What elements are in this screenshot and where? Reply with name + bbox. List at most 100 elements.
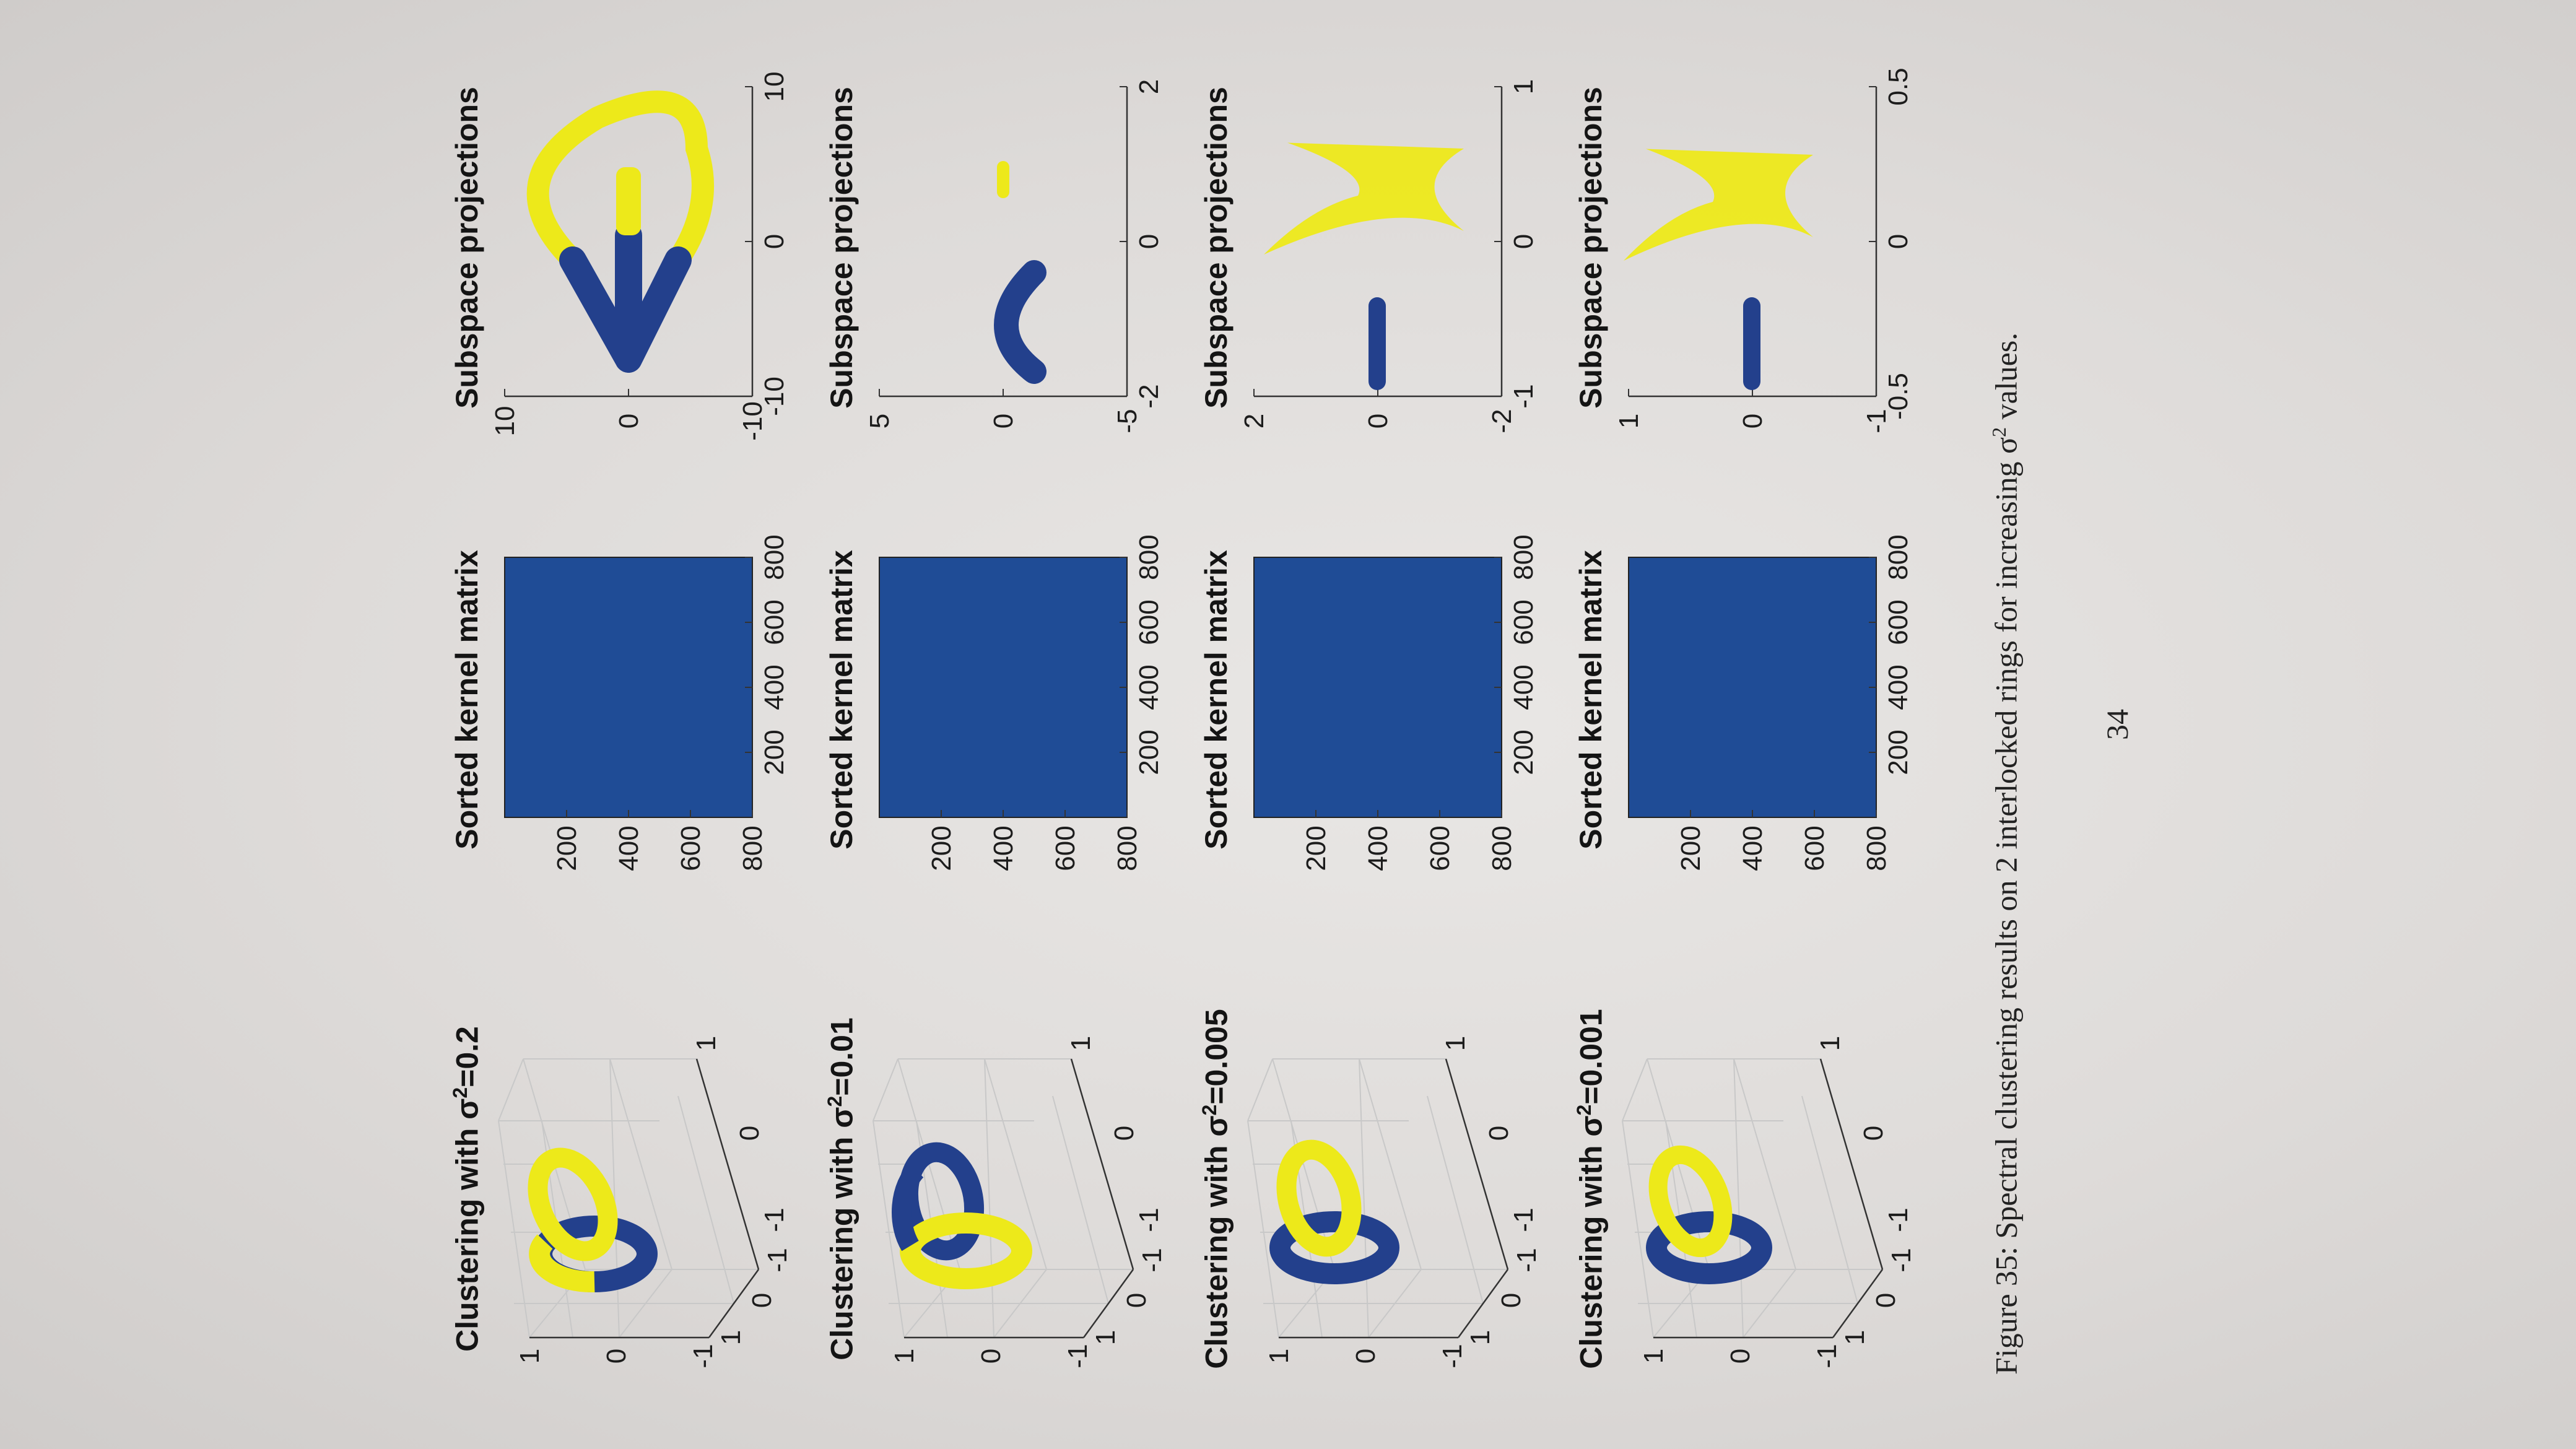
kernel-x-tick-label: 800 xyxy=(759,534,790,580)
projection-panel: Subspace projections -10 0 10 -10 0 10 xyxy=(449,25,796,471)
cluster-panel: Clustering with σ2=0.001 -1 0 1 1 0 -1 -1 0 1 xyxy=(1573,972,1920,1406)
kernel-panel: Sorted kernel matrix 200 200 400 400 600 600 80… xyxy=(449,483,796,916)
proj-y-tick-label: 0 xyxy=(614,414,644,429)
x-tick-label: -1 xyxy=(762,1248,793,1272)
kernel-matrix-image xyxy=(1628,557,1877,818)
yellow-cluster xyxy=(1264,142,1464,255)
proj-y-tick-label: -5 xyxy=(1112,409,1142,433)
grid-line xyxy=(677,1095,734,1304)
projection-title: Subspace projections xyxy=(1573,87,1608,409)
kernel-title: Sorted kernel matrix xyxy=(1573,550,1608,850)
kernel-x-tick-label: 800 xyxy=(1508,534,1539,580)
x-tick-label: 0 xyxy=(1121,1293,1152,1308)
grid-line xyxy=(1427,1095,1484,1304)
z-tick-label: -1 xyxy=(1437,1344,1468,1368)
proj-x-tick-label: 0.5 xyxy=(1883,67,1913,105)
yellow-cluster-core xyxy=(616,167,641,235)
kernel-y-tick-label: 200 xyxy=(552,825,582,871)
proj-y-tick-label: 10 xyxy=(492,406,520,437)
ring-yellow xyxy=(900,1212,1032,1289)
grid-line xyxy=(1359,1058,1422,1270)
grid-line xyxy=(1733,1058,1744,1338)
cluster-title: Clustering with σ2=0.001 xyxy=(1573,972,1616,1406)
grid-line xyxy=(1368,1269,1422,1338)
grid-line xyxy=(1359,1058,1369,1338)
projection-plot: -0.5 0 0.5 -1 0 1 xyxy=(1616,67,1913,433)
proj-y-tick-label: -1 xyxy=(1861,409,1892,433)
projection-title: Subspace projections xyxy=(1199,87,1234,409)
cluster-panel: Clustering with σ2=0.01 -1 0 1 1 0 -1 -1 0 1 xyxy=(824,972,1170,1406)
proj-y-tick-label: -10 xyxy=(738,401,768,441)
grid-line xyxy=(498,1058,524,1121)
y-axis xyxy=(1819,1058,1884,1270)
cluster-title-text: Clustering with σ xyxy=(824,1107,859,1360)
cluster-title-value: =0.005 xyxy=(1199,1009,1234,1105)
grid-line xyxy=(984,1058,994,1338)
kernel-x-tick-label: 200 xyxy=(1134,729,1164,775)
kernel-x-tick-label: 200 xyxy=(759,729,790,775)
z-tick-label: -1 xyxy=(1812,1344,1842,1368)
cluster-title-value: =0.001 xyxy=(1573,1009,1609,1105)
grid-line xyxy=(1052,1095,1109,1304)
y-tick-label: 0 xyxy=(1858,1126,1889,1141)
cluster-panel: Clustering with σ2=0.2 -1 0 1 1 0 -1 -1 0 1 xyxy=(449,972,796,1406)
kernel-y-tick-label: 200 xyxy=(1676,825,1706,871)
kernel-y-tick-label: 400 xyxy=(988,825,1019,871)
kernel-y-tick-label: 800 xyxy=(1861,825,1892,871)
kernel-panel: Sorted kernel matrix 200 200 400 400 600 600 80… xyxy=(1573,483,1920,916)
proj-y-tick-label: 0 xyxy=(1738,414,1768,429)
title-exponent: 2 xyxy=(824,1095,846,1107)
projection-panel: Subspace projections -2 0 2 -5 0 5 xyxy=(824,25,1170,471)
z-tick-label: 0 xyxy=(976,1349,1006,1364)
cluster-3d-plot: -1 0 1 1 0 -1 -1 0 1 xyxy=(1622,1036,1917,1368)
projection-plot: -2 0 2 -5 0 5 xyxy=(867,79,1164,433)
kernel-x-tick-label: 800 xyxy=(1134,534,1164,580)
page-number: 34 xyxy=(2100,709,2134,740)
cluster-title: Clustering with σ2=0.005 xyxy=(1198,972,1242,1406)
kernel-matrix-plot: 200 200 400 400 600 600 800 800 xyxy=(1253,534,1539,871)
caption-tail: values. xyxy=(1988,333,2024,427)
y-tick-label: -1 xyxy=(759,1208,790,1232)
cluster-title-text: Clustering with σ xyxy=(1199,1115,1234,1369)
grid-line xyxy=(872,1058,899,1121)
proj-y-tick-label: 2 xyxy=(1242,414,1269,429)
kernel-y-tick-label: 800 xyxy=(1487,825,1517,871)
cluster-title-value: =0.01 xyxy=(824,1017,859,1096)
kernel-x-tick-label: 400 xyxy=(1883,664,1913,710)
grid-line xyxy=(1743,1269,1796,1338)
projection-title: Subspace projections xyxy=(450,87,484,409)
projection-title: Subspace projections xyxy=(824,87,859,409)
kernel-y-tick-label: 800 xyxy=(738,825,768,871)
grid-line xyxy=(1733,1058,1796,1270)
proj-y-tick-label: 0 xyxy=(1363,414,1393,429)
kernel-matrix-plot: 200 200 400 400 600 600 800 800 xyxy=(1628,534,1913,871)
proj-y-tick-label: -2 xyxy=(1487,409,1517,433)
proj-y-tick-label: 1 xyxy=(1616,414,1644,429)
grid-line xyxy=(993,1269,1047,1338)
ring-blue xyxy=(1646,1211,1772,1284)
kernel-panel: Sorted kernel matrix 200 200 400 400 600 600 80… xyxy=(1198,483,1545,916)
yellow-cluster xyxy=(1624,149,1814,261)
x-axis xyxy=(1457,1269,1509,1338)
x-tick-label: 1 xyxy=(1465,1330,1495,1345)
cluster-3d-plot: -1 0 1 1 0 -1 -1 0 1 xyxy=(498,1036,793,1368)
caption-exponent: 2 xyxy=(1988,427,2010,437)
kernel-y-tick-label: 200 xyxy=(926,825,957,871)
grid-line xyxy=(1801,1095,1858,1304)
kernel-matrix-image xyxy=(1253,557,1502,818)
y-tick-label: -1 xyxy=(1508,1208,1539,1232)
ring-yellow-part xyxy=(529,1234,595,1293)
kernel-panel: Sorted kernel matrix 200 200 400 400 600 600 80… xyxy=(824,483,1170,916)
x-axis xyxy=(1832,1269,1884,1338)
projection-plot: -10 0 10 -10 0 10 xyxy=(492,72,790,441)
cluster-title: Clustering with σ2=0.2 xyxy=(449,972,492,1406)
y-tick-label: 1 xyxy=(1815,1036,1845,1051)
cluster-title-text: Clustering with σ xyxy=(1573,1115,1609,1369)
cluster-title: Clustering with σ2=0.01 xyxy=(824,972,867,1406)
x-tick-label: 1 xyxy=(1090,1330,1121,1345)
kernel-x-tick-label: 600 xyxy=(1883,599,1913,645)
kernel-title: Sorted kernel matrix xyxy=(1199,550,1234,850)
y-tick-label: 0 xyxy=(1484,1126,1514,1141)
